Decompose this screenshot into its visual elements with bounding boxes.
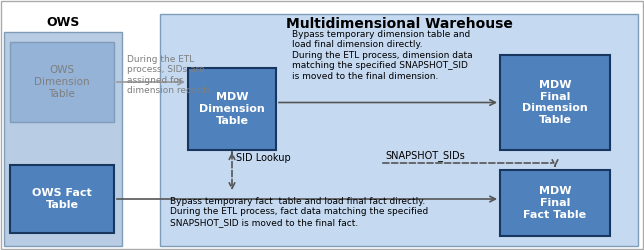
Text: SID Lookup: SID Lookup bbox=[236, 153, 290, 163]
Text: Bypass temporary dimension table and
load final dimension directly.
During the E: Bypass temporary dimension table and loa… bbox=[292, 30, 473, 80]
Bar bbox=[4, 32, 122, 246]
Text: During the ETL
process, SIDs are
assigned for
dimension records.: During the ETL process, SIDs are assigne… bbox=[127, 55, 213, 95]
Text: OWS: OWS bbox=[46, 16, 80, 28]
Text: OWS
Dimension
Table: OWS Dimension Table bbox=[34, 66, 90, 98]
Bar bbox=[10, 165, 114, 233]
Bar bbox=[188, 68, 276, 150]
FancyArrowPatch shape bbox=[229, 153, 235, 188]
Bar bbox=[10, 42, 114, 122]
Bar bbox=[160, 14, 638, 246]
Text: MDW
Final
Fact Table: MDW Final Fact Table bbox=[524, 186, 587, 220]
Text: SNAPSHOT_SIDs: SNAPSHOT_SIDs bbox=[385, 150, 465, 162]
Text: Multidimensional Warehouse: Multidimensional Warehouse bbox=[285, 17, 513, 31]
Text: Bypass temporary fact  table and load final fact directly.
During the ETL proces: Bypass temporary fact table and load fin… bbox=[170, 197, 428, 227]
FancyArrowPatch shape bbox=[552, 160, 558, 166]
Text: MDW
Dimension
Table: MDW Dimension Table bbox=[199, 92, 265, 126]
Bar bbox=[500, 170, 610, 236]
FancyArrowPatch shape bbox=[229, 152, 235, 160]
Bar bbox=[500, 55, 610, 150]
Text: MDW
Final
Dimension
Table: MDW Final Dimension Table bbox=[522, 80, 588, 125]
Text: OWS Fact
Table: OWS Fact Table bbox=[32, 188, 92, 210]
